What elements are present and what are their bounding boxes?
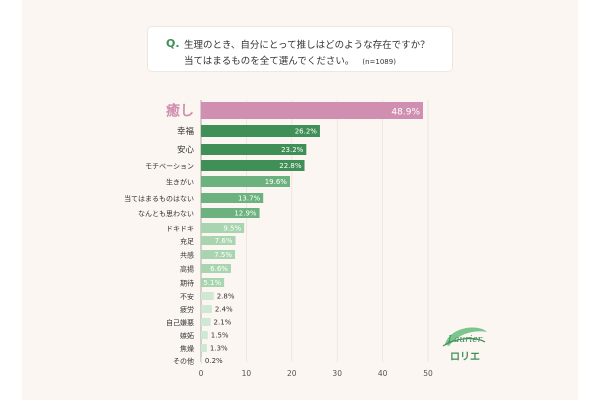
category-label: 嫉妬 (180, 331, 194, 340)
value-label: 23.2% (281, 146, 304, 154)
category-label: その他 (173, 357, 194, 366)
value-label: 19.6% (265, 178, 288, 186)
value-label: 13.7% (238, 195, 261, 203)
laurier-logo: Laurier ロリエ (441, 324, 489, 366)
bar (201, 208, 260, 218)
bar (201, 144, 307, 155)
logo-kana: ロリエ (450, 351, 480, 363)
bar (201, 318, 211, 326)
bar (201, 357, 202, 364)
question-mark: Q. (166, 37, 180, 50)
category-label: 共感 (180, 251, 194, 260)
value-label: 5.1% (203, 279, 221, 287)
bar (201, 176, 290, 187)
sample-size: (n=1089) (362, 58, 396, 66)
x-tick-label: 50 (423, 369, 433, 378)
x-tick-label: 0 (199, 369, 204, 378)
bar (201, 344, 207, 352)
bar (201, 331, 208, 339)
bar (201, 236, 236, 245)
category-label: 生きがい (166, 178, 194, 187)
value-label: 1.3% (210, 345, 228, 353)
bar (201, 160, 305, 171)
value-label: 1.5% (211, 332, 229, 340)
value-label: 2.1% (214, 319, 232, 327)
category-label: 充足 (180, 237, 194, 246)
bar (201, 292, 214, 300)
value-label: 0.2% (205, 357, 223, 365)
x-tick-label: 10 (242, 369, 252, 378)
category-label: 不安 (180, 292, 194, 301)
question-text-line2: 当てはまるものを全て選んでください。 (n=1089) (184, 53, 446, 67)
category-label: 焦燥 (180, 344, 194, 353)
question-text-line2-body: 当てはまるものを全て選んでください。 (184, 56, 355, 67)
value-label: 26.2% (295, 128, 318, 136)
bar (201, 193, 264, 203)
bar (201, 305, 212, 313)
category-label: なんとも思わない (138, 210, 194, 218)
value-label: 7.5% (214, 251, 232, 259)
x-tick-label: 20 (287, 369, 297, 378)
value-label: 2.4% (215, 306, 233, 314)
x-tick-label: 40 (378, 369, 388, 378)
value-label: 12.9% (234, 210, 257, 218)
category-label: ドキドキ (166, 225, 194, 233)
bar (201, 278, 225, 287)
bar (201, 250, 236, 259)
x-tick-label: 30 (332, 369, 342, 378)
value-label: 2.8% (217, 293, 235, 301)
value-label: 6.6% (210, 265, 228, 273)
question-box: Q. 生理のとき、自分にとって推しはどのような存在ですか？ 当てはまるものを全て… (148, 27, 452, 71)
category-label: 幸福 (177, 126, 194, 137)
value-label: 9.5% (223, 225, 241, 233)
category-label: 疲労 (180, 305, 194, 314)
category-label: 期待 (180, 279, 194, 288)
category-label: 安心 (177, 145, 195, 156)
value-label: 22.8% (279, 162, 302, 170)
bar (201, 264, 231, 273)
bar (201, 102, 424, 119)
value-label: 7.6% (215, 237, 233, 245)
category-label: 高揚 (180, 265, 194, 274)
category-label: 癒し (166, 103, 194, 120)
logo-wordmark: Laurier (447, 335, 483, 345)
question-text-line1: 生理のとき、自分にとって推しはどのような存在ですか？ (184, 40, 430, 51)
bar (201, 223, 245, 233)
category-label: モチベーション (145, 163, 194, 171)
value-label: 48.9% (391, 108, 420, 118)
bar (201, 125, 320, 137)
category-label: 当てはまるものはない (124, 194, 194, 203)
category-label: 自己嫌悪 (166, 318, 194, 327)
